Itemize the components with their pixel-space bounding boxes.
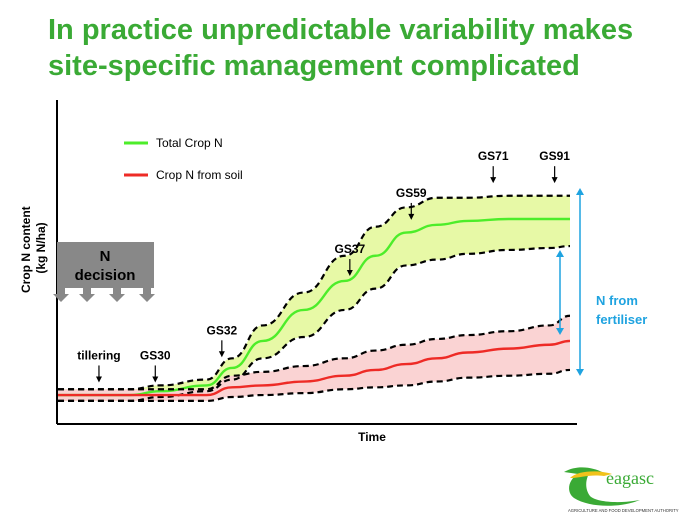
arrow-down-icon xyxy=(346,270,353,277)
annotation-tillering: tillering xyxy=(77,348,121,383)
n-decision-arrows xyxy=(53,288,155,302)
soil-upper-bound xyxy=(58,314,571,391)
annotation-gs37: GS37 xyxy=(334,242,366,277)
arrow-down-icon xyxy=(152,376,159,383)
slide-title: In practice unpredictable variability ma… xyxy=(48,12,688,84)
annotation-label: GS30 xyxy=(140,348,171,362)
x-axis-label: Time xyxy=(358,430,386,444)
arrow-down-icon xyxy=(408,213,415,220)
soil-lower-bound xyxy=(58,368,571,402)
annotation-label: GS59 xyxy=(396,186,427,200)
uncertainty-bands xyxy=(58,195,570,401)
annotation-label: tillering xyxy=(77,348,120,362)
annotation-label: GS32 xyxy=(206,323,237,337)
band-soil xyxy=(58,315,570,401)
logo-swoosh-yellow xyxy=(570,471,612,478)
n-decision-box: N decision xyxy=(53,242,155,302)
crop-n-from-soil-line xyxy=(58,339,571,397)
total-upper-bound xyxy=(58,194,570,391)
fertiliser-label-2: fertiliser xyxy=(596,312,647,327)
total-crop-n-line xyxy=(58,217,570,397)
logo-swoosh-icon xyxy=(564,467,640,506)
annotation-gs91: GS91 xyxy=(539,149,570,184)
n-decision-label-1: N xyxy=(100,248,111,265)
arrow-down-icon xyxy=(95,376,102,383)
annotation-label: GS37 xyxy=(334,242,365,256)
arrow-up-icon xyxy=(576,188,584,195)
arrow-down-icon xyxy=(576,369,584,376)
n-decision-rect xyxy=(57,242,154,288)
band-total xyxy=(58,195,570,401)
y-axis-label: Crop N content (kg N/ha) xyxy=(19,203,48,293)
total-lower-bound xyxy=(58,244,571,402)
arrow-down-icon xyxy=(556,328,564,335)
legend-label-soil: Crop N from soil xyxy=(156,168,243,182)
down-arrow-icon xyxy=(139,288,155,302)
down-arrow-icon xyxy=(109,288,125,302)
fertiliser-label-1: N from xyxy=(596,293,638,308)
down-arrow-icon xyxy=(53,288,69,302)
arrow-down-icon xyxy=(218,351,225,358)
annotation-gs32: GS32 xyxy=(206,323,238,358)
annotation-gs30: GS30 xyxy=(140,348,171,383)
arrow-down-icon xyxy=(490,177,497,184)
slide-title-line-1: In practice unpredictable variability ma… xyxy=(48,14,634,46)
teagasc-logo: eagasc AGRICULTURE AND FOOD DEVELOPMENT … xyxy=(564,467,679,513)
legend: Total Crop N Crop N from soil xyxy=(124,136,243,182)
slide-title-line-2: site-specific management complicated xyxy=(48,50,580,82)
annotation-gs59: GS59 xyxy=(396,186,427,220)
fertiliser-indicator: N from fertiliser xyxy=(556,188,647,376)
annotation-label: GS91 xyxy=(539,149,570,163)
legend-label-total: Total Crop N xyxy=(156,136,223,150)
n-decision-label-2: decision xyxy=(75,267,136,284)
down-arrow-icon xyxy=(79,288,95,302)
arrow-down-icon xyxy=(551,177,558,184)
logo-tagline: AGRICULTURE AND FOOD DEVELOPMENT AUTHORI… xyxy=(568,508,679,513)
logo-wordmark: eagasc xyxy=(606,468,654,488)
annotation-gs71: GS71 xyxy=(478,149,509,184)
series-lines xyxy=(58,194,571,402)
growth-stage-annotations: tillering GS30 GS32 GS37 GS59 GS71 GS91 xyxy=(77,149,570,383)
arrow-up-icon xyxy=(556,250,564,257)
annotation-label: GS71 xyxy=(478,149,509,163)
